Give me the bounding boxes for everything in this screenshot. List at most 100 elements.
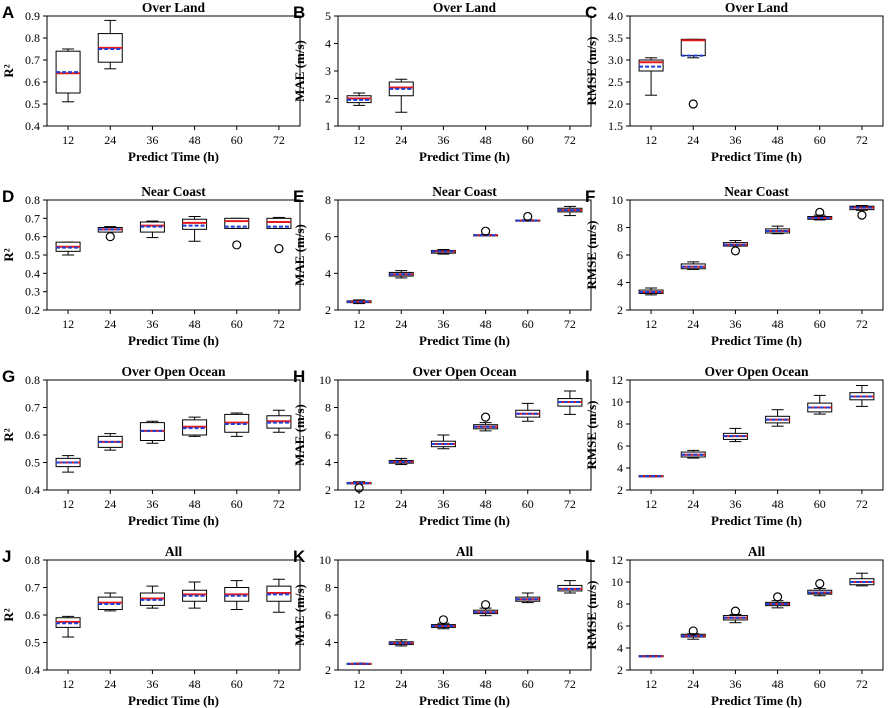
y-tick-label: 4.0 — [608, 9, 623, 23]
x-tick-label: 12 — [353, 133, 365, 147]
outlier-point — [232, 240, 242, 250]
y-tick-label: 4 — [325, 636, 331, 650]
panel-title: Near Coast — [141, 184, 206, 199]
y-axis-label: RMSE (m/s) — [584, 221, 599, 290]
y-tick-label: 8 — [325, 581, 331, 595]
y-tick-label: 4 — [617, 461, 623, 475]
x-axis-label: Predict Time (h) — [419, 693, 510, 708]
y-tick-label: 0.6 — [25, 75, 40, 89]
outlier-point — [523, 211, 533, 222]
plot-frame — [629, 15, 884, 127]
x-tick-label: 12 — [353, 317, 365, 331]
panel-title: Over Land — [433, 0, 497, 15]
box-36h — [139, 220, 165, 239]
box-60h — [224, 412, 250, 437]
outlier-point — [480, 226, 491, 236]
y-tick-label: 2 — [617, 663, 623, 677]
y-tick-label: 1 — [325, 119, 331, 133]
y-tick-label: 0.5 — [25, 636, 40, 650]
y-tick-label: 2.0 — [608, 97, 623, 111]
y-tick-label: 10 — [319, 553, 331, 567]
box-72h — [266, 409, 292, 433]
x-tick-label: 60 — [522, 317, 534, 331]
x-axis-label: Predict Time (h) — [711, 693, 802, 708]
x-tick-label: 72 — [856, 497, 868, 511]
box-48h — [182, 581, 208, 609]
x-tick-label: 60 — [231, 317, 243, 331]
x-tick-label: 36 — [437, 133, 449, 147]
y-tick-label: 2 — [325, 92, 331, 106]
outlier-point — [480, 600, 491, 610]
box-72h — [557, 205, 583, 217]
x-tick-label: 12 — [62, 497, 74, 511]
panel-g: G Over Open Ocean 0.4 0.5 0.6 0.7 0.8 12 24 36 48 6… — [1, 364, 301, 528]
plot-frame — [337, 15, 592, 127]
outlier-point — [105, 232, 115, 242]
plot-frame — [629, 379, 884, 491]
y-tick-label: 0.4 — [25, 663, 40, 677]
panel-letter: F — [585, 187, 595, 206]
x-tick-label: 48 — [189, 497, 201, 511]
x-tick-label: 36 — [146, 133, 158, 147]
panel-title: Near Coast — [724, 184, 789, 199]
y-axis-label: R² — [1, 248, 16, 261]
iqr-box — [266, 217, 292, 229]
y-tick-label: 4 — [325, 37, 331, 51]
box-24h — [388, 639, 414, 647]
x-tick-label: 24 — [104, 497, 116, 511]
y-tick-label: 0.6 — [25, 428, 40, 442]
y-tick-label: 0.9 — [25, 9, 40, 23]
box-60h — [515, 402, 541, 422]
box-72h — [557, 390, 583, 415]
x-axis-label: Predict Time (h) — [711, 513, 802, 528]
box-36h — [430, 434, 456, 450]
x-tick-label: 24 — [687, 677, 699, 691]
x-axis-label: Predict Time (h) — [128, 333, 219, 348]
y-tick-label: 0.5 — [25, 97, 40, 111]
box-12h — [55, 615, 81, 638]
y-axis-label: MAE (m/s) — [292, 404, 307, 466]
x-tick-label: 72 — [273, 317, 285, 331]
outlier-point — [688, 626, 698, 636]
box-60h — [807, 207, 833, 221]
box-36h — [139, 585, 165, 609]
y-tick-label: 0.2 — [25, 303, 40, 317]
plot-frame — [46, 559, 301, 671]
y-tick-label: 5 — [325, 9, 331, 23]
y-tick-label: 0.4 — [25, 483, 40, 497]
box-12h — [55, 241, 81, 256]
x-tick-label: 48 — [772, 497, 784, 511]
y-tick-label: 8 — [325, 401, 331, 415]
box-72h — [266, 216, 292, 254]
box-12h — [638, 475, 664, 478]
x-tick-label: 60 — [814, 497, 826, 511]
box-24h — [97, 226, 123, 242]
panel-letter: G — [2, 367, 15, 386]
x-axis-label: Predict Time (h) — [419, 333, 510, 348]
box-12h — [55, 455, 81, 473]
x-tick-label: 60 — [522, 677, 534, 691]
x-tick-label: 48 — [480, 677, 492, 691]
x-tick-label: 12 — [62, 317, 74, 331]
x-tick-label: 24 — [687, 133, 699, 147]
y-axis-label: RMSE (m/s) — [584, 581, 599, 650]
box-24h — [680, 261, 706, 270]
y-tick-label: 2 — [325, 483, 331, 497]
box-60h — [807, 579, 833, 597]
box-24h — [680, 449, 706, 459]
y-tick-label: 4 — [325, 266, 331, 280]
box-12h — [346, 299, 372, 305]
panel-title: All — [748, 544, 766, 559]
y-tick-label: 10 — [611, 193, 623, 207]
x-tick-label: 36 — [729, 677, 741, 691]
box-48h — [473, 226, 499, 237]
panel-letter: D — [2, 187, 14, 206]
box-12h — [638, 57, 664, 96]
x-tick-label: 72 — [564, 497, 576, 511]
x-tick-label: 72 — [273, 677, 285, 691]
y-tick-label: 2.5 — [608, 75, 623, 89]
box-48h — [765, 592, 791, 609]
